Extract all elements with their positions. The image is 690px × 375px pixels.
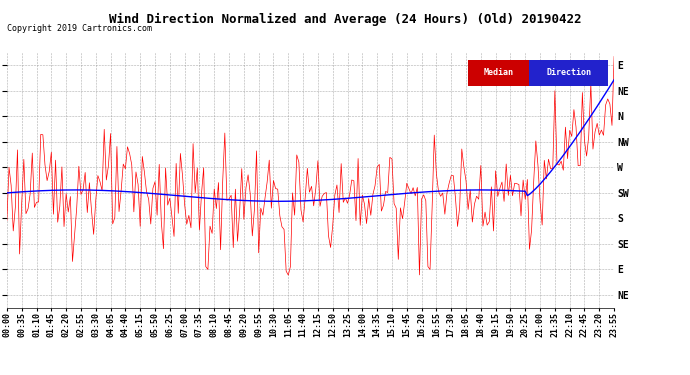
Text: Copyright 2019 Cartronics.com: Copyright 2019 Cartronics.com [7, 24, 152, 33]
Text: Wind Direction Normalized and Average (24 Hours) (Old) 20190422: Wind Direction Normalized and Average (2… [109, 13, 581, 26]
